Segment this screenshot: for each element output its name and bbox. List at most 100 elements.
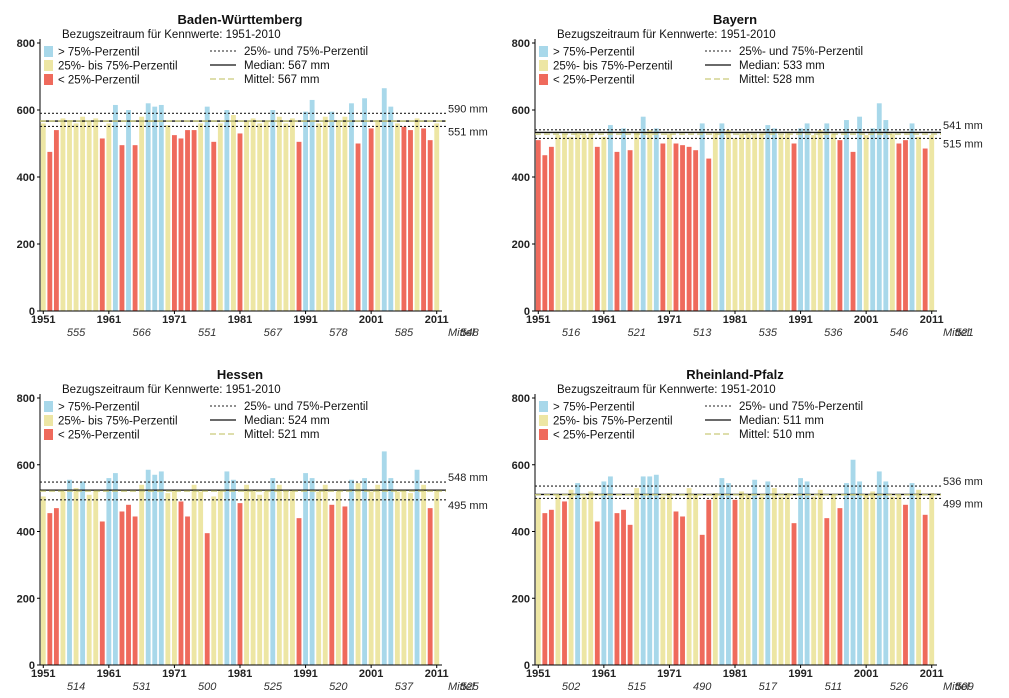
- y-tick-label: 800: [512, 38, 530, 50]
- bar: [270, 110, 276, 311]
- bar: [158, 471, 164, 665]
- bar: [752, 479, 758, 665]
- bar: [335, 120, 341, 311]
- bar: [375, 484, 381, 665]
- bar: [217, 489, 223, 665]
- p75-value-label: 548 mm: [448, 472, 488, 484]
- bar: [680, 145, 685, 311]
- x-tick-label: 2001: [854, 314, 878, 326]
- legend-swatch: [539, 74, 548, 85]
- bar: [594, 521, 600, 665]
- decade-mean-label: 567: [264, 327, 283, 339]
- bar: [817, 489, 823, 665]
- bar: [290, 489, 295, 665]
- bar: [667, 133, 672, 311]
- bar: [627, 524, 633, 665]
- x-tick-label: 1991: [293, 668, 317, 680]
- bar: [732, 499, 738, 665]
- legend-entry: 25%- bis 75%-Perzentil: [58, 416, 178, 428]
- bar: [178, 501, 184, 665]
- bar: [647, 476, 653, 665]
- legend-entry: Median: 524 mm: [244, 415, 330, 427]
- bar: [434, 123, 440, 312]
- bar: [837, 508, 843, 665]
- p25-value-label: 551 mm: [448, 126, 488, 138]
- bar: [316, 123, 322, 312]
- bar: [388, 478, 394, 665]
- bar: [758, 133, 764, 311]
- bar: [132, 516, 138, 665]
- bar: [139, 116, 145, 311]
- bar: [830, 133, 836, 311]
- bar: [640, 476, 646, 665]
- bar: [40, 123, 46, 312]
- bar: [47, 151, 53, 312]
- bar: [903, 140, 908, 311]
- x-tick-label: 1981: [228, 314, 252, 326]
- legend-swatch: [539, 429, 548, 440]
- bar: [542, 513, 548, 665]
- x-tick-label: 2011: [425, 314, 449, 326]
- decade-mean-label: 515: [627, 681, 646, 693]
- decade-mean-label: 509: [955, 681, 973, 693]
- bar: [152, 474, 158, 665]
- bar: [844, 120, 849, 311]
- decade-mean-label: 516: [562, 327, 581, 339]
- y-tick-label: 0: [29, 660, 35, 672]
- bar: [375, 120, 381, 311]
- bar: [791, 523, 797, 665]
- bar: [548, 509, 554, 665]
- x-tick-label: 1991: [788, 668, 812, 680]
- y-tick-label: 600: [512, 105, 530, 117]
- bar: [99, 521, 105, 665]
- bar: [660, 143, 666, 311]
- legend-swatch: [44, 401, 53, 412]
- y-tick-label: 800: [512, 393, 530, 405]
- decade-mean-label: 566: [132, 327, 151, 339]
- bar: [198, 491, 204, 665]
- bar: [322, 484, 328, 665]
- bar: [93, 489, 99, 665]
- bar: [752, 135, 758, 312]
- legend-entry: Mittel: 510 mm: [739, 429, 814, 441]
- decade-mean-label: 517: [759, 681, 778, 693]
- x-tick-label: 1951: [526, 314, 550, 326]
- legend-entry: Median: 511 mm: [739, 415, 824, 427]
- bar: [126, 110, 131, 311]
- bar: [283, 123, 289, 312]
- bar: [889, 496, 895, 665]
- bar: [165, 493, 171, 665]
- bar: [93, 118, 99, 312]
- bar: [876, 103, 882, 311]
- bar: [712, 131, 718, 311]
- x-tick-label: 2011: [425, 668, 449, 680]
- bar: [112, 104, 118, 311]
- bar: [791, 143, 797, 311]
- bar: [876, 471, 882, 665]
- p25-value-label: 495 mm: [448, 500, 488, 512]
- bar: [257, 494, 263, 665]
- bar: [640, 116, 646, 311]
- bar: [634, 488, 640, 665]
- legend-entry: Median: 533 mm: [739, 60, 825, 72]
- legend-swatch: [44, 74, 53, 85]
- bar: [758, 496, 764, 665]
- bar: [145, 103, 151, 311]
- bar: [309, 478, 315, 665]
- bar: [785, 493, 790, 665]
- bar: [889, 133, 895, 311]
- bar: [653, 474, 659, 665]
- bar: [414, 469, 420, 665]
- bar: [601, 481, 607, 665]
- bar: [857, 116, 863, 311]
- chart-panel-2: 0 200 400 600 800 1951 1961 1971 1981 1991 2001 201…: [17, 367, 488, 693]
- bar: [106, 478, 112, 665]
- bar: [316, 491, 322, 665]
- bar: [427, 140, 433, 311]
- bar: [765, 481, 771, 665]
- x-tick-label: 2011: [920, 314, 944, 326]
- bar: [929, 493, 935, 665]
- decade-mean-label: 521: [627, 327, 645, 339]
- x-tick-label: 1951: [31, 668, 55, 680]
